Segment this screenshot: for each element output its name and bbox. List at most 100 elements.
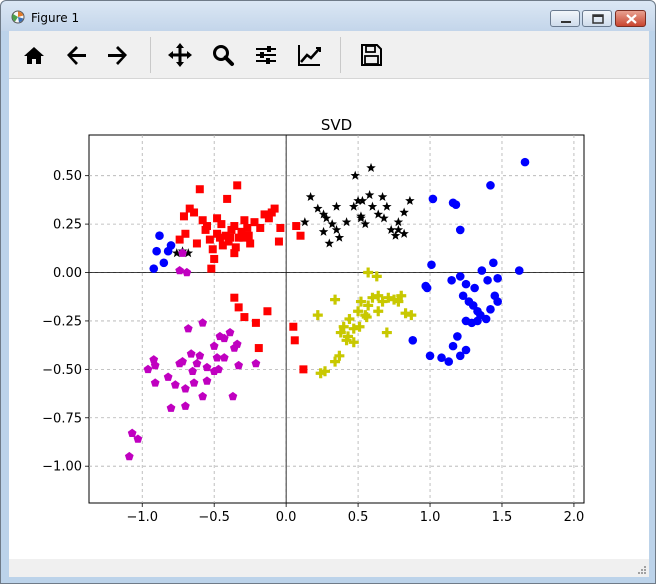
data-point-square [181,229,190,238]
axes-frame [88,134,585,504]
data-point-square [237,227,246,236]
save-floppy-icon [361,44,382,66]
title-bar[interactable]: Figure 1 [1,1,655,31]
data-point-square [290,336,299,345]
data-point-plus [334,350,345,361]
data-point-square [192,239,201,248]
data-point-square [260,210,269,219]
data-point-plus [377,296,388,307]
data-point-plus [330,294,341,305]
home-button[interactable] [17,38,51,72]
save-button[interactable] [354,38,388,72]
data-point-star [353,195,363,205]
data-point-square [190,208,199,217]
y-tick-label: 0.00 [53,266,82,281]
data-point-pentagon [182,267,192,277]
data-point-plus [348,323,359,334]
data-point-circle [408,336,418,345]
home-icon [24,47,44,64]
data-point-pentagon [178,357,187,366]
data-point-circle [425,351,435,361]
data-point-star [386,224,396,234]
navigation-toolbar [9,31,649,79]
data-point-square [254,344,263,353]
data-point-square [238,233,247,242]
data-point-star [367,201,378,211]
data-point-circle [514,266,524,275]
close-button[interactable] [615,10,646,27]
data-point-star [172,248,182,258]
minimize-button[interactable] [550,10,580,27]
edit-axis-button[interactable] [292,38,326,72]
window-title: Figure 1 [31,11,80,25]
data-point-circle [455,351,465,361]
data-point-star [324,238,335,248]
data-point-square [240,216,249,225]
data-point-plus [344,314,355,324]
configure-subplots-icon [256,46,276,64]
data-point-circle [458,291,468,301]
forward-button[interactable] [101,38,135,72]
x-tick-label: −0.5 [198,510,230,525]
y-tick-label: −0.50 [42,363,82,378]
data-point-circle [455,272,465,281]
data-point-circle [473,316,482,326]
matplotlib-app-icon [11,10,25,24]
data-points [124,157,530,461]
data-point-circle [483,275,492,285]
maximize-button[interactable] [582,10,612,27]
data-point-pentagon [150,378,160,387]
data-point-pentagon [198,318,208,327]
data-point-plus [335,327,346,338]
data-point-circle [470,283,479,293]
maximize-icon [592,14,604,24]
data-point-plus [373,306,384,317]
data-point-star [405,195,415,205]
data-point-plus [393,296,404,307]
data-point-square [243,223,252,232]
x-tick-label: 2.0 [564,510,585,525]
data-point-square [240,313,249,322]
resize-grip-icon[interactable] [637,565,647,575]
pan-button[interactable] [163,38,197,72]
y-tick-label: −0.25 [42,314,82,329]
data-point-circle [520,157,530,167]
zoom-magnifier-icon [213,45,234,66]
data-point-square [263,307,272,316]
data-point-square [246,239,255,248]
data-point-circle [149,264,159,273]
data-point-star [364,190,375,200]
data-point-square [207,264,216,273]
data-point-circle [155,231,164,241]
data-point-star [341,217,352,227]
data-point-pentagon [189,378,199,387]
data-point-star [300,217,310,227]
data-point-plus [371,271,382,282]
data-point-square [201,225,210,234]
minimize-icon [561,21,571,23]
data-point-circle [421,281,431,291]
data-point-circle [159,258,169,268]
configure-subplots-button[interactable] [249,38,283,72]
back-arrow-icon [67,46,86,65]
data-point-square [233,181,242,190]
data-point-plus [338,321,349,332]
data-point-square [230,293,239,302]
data-point-pentagon [170,380,180,389]
data-point-pentagon [202,376,212,385]
data-point-pentagon [209,341,219,350]
data-point-star [377,191,388,202]
data-point-star [305,191,316,202]
data-point-pentagon [195,351,205,360]
data-point-square [274,237,283,246]
pan-move-icon [168,43,192,67]
data-point-circle [477,266,487,275]
data-point-pentagon [163,372,173,381]
data-point-pentagon [251,358,261,368]
zoom-button[interactable] [206,38,240,72]
data-point-square [217,220,226,229]
data-point-plus [389,294,400,305]
figure-canvas[interactable]: SVD −1.0 −0.5 0.0 0.5 1.0 1.5 2.0 0.50 0.25 0.00−… [9,79,649,559]
back-button[interactable] [59,38,93,72]
